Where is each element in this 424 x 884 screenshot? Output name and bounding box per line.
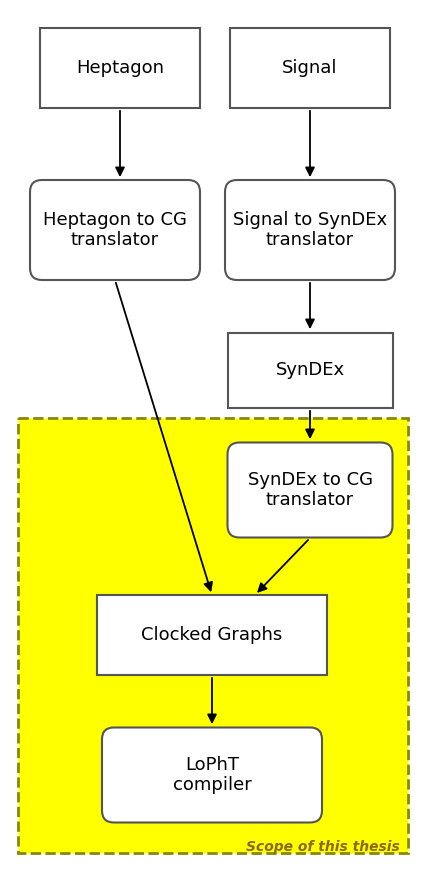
Text: Signal to SynDEx
translator: Signal to SynDEx translator	[233, 210, 387, 249]
Bar	[230, 28, 390, 108]
Text: Scope of this thesis: Scope of this thesis	[246, 840, 400, 854]
Bar	[40, 28, 200, 108]
FancyBboxPatch shape	[30, 180, 200, 280]
Bar	[228, 332, 393, 408]
Bar	[97, 595, 327, 675]
Text: Heptagon to CG
translator: Heptagon to CG translator	[43, 210, 187, 249]
Text: Clocked Graphs: Clocked Graphs	[141, 626, 283, 644]
Text: Signal: Signal	[282, 59, 338, 77]
FancyBboxPatch shape	[225, 180, 395, 280]
FancyBboxPatch shape	[228, 443, 393, 537]
Text: Heptagon: Heptagon	[76, 59, 164, 77]
FancyBboxPatch shape	[102, 728, 322, 822]
Text: SynDEx: SynDEx	[276, 361, 345, 379]
Text: SynDEx to CG
translator: SynDEx to CG translator	[248, 470, 373, 509]
Text: LoPhT
compiler: LoPhT compiler	[173, 756, 251, 795]
Bar	[18, 418, 408, 853]
